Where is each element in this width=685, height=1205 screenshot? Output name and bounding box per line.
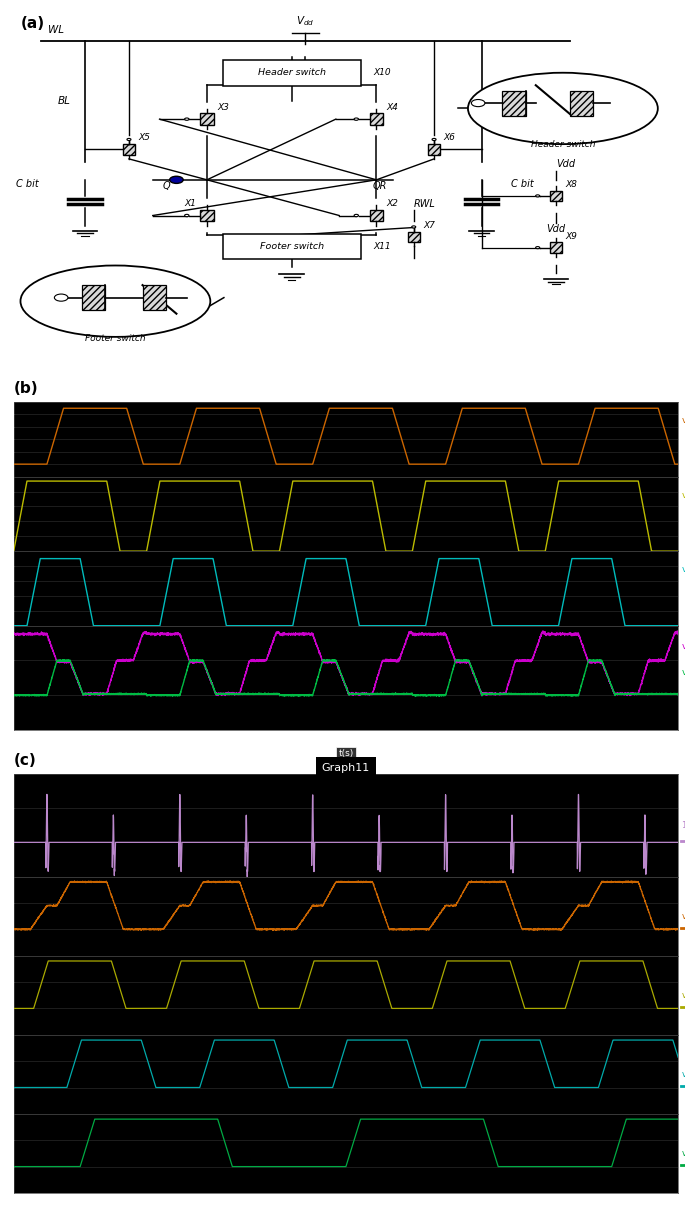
Circle shape	[54, 294, 68, 301]
Text: (V) : t(s): (V) : t(s)	[682, 969, 685, 975]
Circle shape	[184, 118, 189, 120]
Bar	[123, 145, 135, 154]
Text: Vdd: Vdd	[547, 224, 566, 235]
Text: X9: X9	[566, 231, 577, 241]
Text: (V) : t(s): (V) : t(s)	[682, 537, 685, 547]
Text: v(q): v(q)	[682, 912, 685, 921]
Bar	[142, 286, 166, 310]
Bar	[550, 242, 562, 253]
Text: Footer switch: Footer switch	[85, 334, 146, 343]
Bar	[408, 231, 420, 242]
Text: Header switch: Header switch	[258, 69, 325, 77]
Text: v(blr): v(blr)	[682, 490, 685, 500]
Circle shape	[536, 195, 540, 196]
Circle shape	[354, 214, 358, 217]
FancyBboxPatch shape	[223, 235, 361, 259]
Bar	[502, 90, 525, 116]
Circle shape	[170, 176, 183, 183]
Bar	[370, 210, 383, 222]
Text: X11: X11	[373, 242, 390, 251]
Circle shape	[471, 100, 485, 107]
Text: v(bl): v(bl)	[682, 565, 685, 575]
Text: (TPOWRD) : t(s): (TPOWRD) : t(s)	[682, 792, 685, 798]
Text: X4: X4	[387, 102, 399, 112]
Bar	[570, 90, 593, 116]
X-axis label: t(s): t(s)	[338, 748, 353, 757]
Text: X2: X2	[387, 199, 399, 208]
Bar	[428, 145, 440, 154]
Bar	[200, 113, 214, 125]
Bar	[370, 113, 383, 125]
Text: v(wl): v(wl)	[682, 991, 685, 1000]
Text: Q: Q	[162, 181, 170, 190]
Text: Header switch: Header switch	[531, 140, 595, 148]
Title: Graph11: Graph11	[322, 763, 370, 774]
Text: X7: X7	[423, 221, 435, 230]
Text: RWL: RWL	[414, 199, 436, 208]
Text: t(s): t(s)	[338, 748, 353, 758]
Circle shape	[127, 139, 131, 141]
Text: X8: X8	[566, 180, 577, 189]
Text: v(qr): v(qr)	[682, 668, 685, 677]
Text: X6: X6	[444, 134, 456, 142]
Text: BLB: BLB	[471, 96, 491, 106]
Text: (b): (b)	[14, 381, 38, 396]
Text: X10: X10	[373, 69, 390, 77]
FancyBboxPatch shape	[223, 59, 361, 86]
Text: X3: X3	[217, 102, 229, 112]
Circle shape	[354, 118, 358, 120]
Ellipse shape	[21, 265, 210, 337]
Text: (V) : t(s): (V) : t(s)	[682, 612, 685, 622]
Text: 1TPOWRD(power): 1TPOWRD(power)	[682, 821, 685, 830]
Circle shape	[184, 214, 189, 217]
Circle shape	[432, 139, 436, 141]
Text: C bit: C bit	[16, 180, 38, 189]
Text: v(3): v(3)	[682, 1148, 685, 1158]
Text: Vdd: Vdd	[556, 159, 575, 170]
Ellipse shape	[468, 72, 658, 145]
Text: v(rwl): v(rwl)	[682, 1070, 685, 1078]
Text: v(wl): v(wl)	[682, 416, 685, 425]
Bar	[82, 286, 105, 310]
Text: C bit: C bit	[511, 180, 534, 189]
Text: X1: X1	[185, 199, 197, 208]
Text: (V) : t(s): (V) : t(s)	[682, 1127, 685, 1133]
Text: (c): (c)	[14, 753, 36, 768]
Text: WL: WL	[47, 25, 64, 35]
Bar	[550, 190, 562, 201]
Bar	[200, 210, 214, 222]
Text: X5: X5	[138, 134, 150, 142]
Text: (a): (a)	[21, 16, 45, 30]
Text: v(q): v(q)	[682, 642, 685, 651]
Text: $V_{dd}$: $V_{dd}$	[296, 14, 314, 28]
Text: (V) : t(s): (V) : t(s)	[682, 1047, 685, 1054]
Text: QR: QR	[373, 181, 387, 190]
Text: BL: BL	[58, 96, 71, 106]
Text: Footer switch: Footer switch	[260, 242, 324, 251]
Text: (V) : t(s): (V) : t(s)	[682, 463, 685, 472]
Circle shape	[536, 247, 540, 248]
Circle shape	[412, 225, 416, 228]
Text: (V) : t(s): (V) : t(s)	[682, 889, 685, 895]
